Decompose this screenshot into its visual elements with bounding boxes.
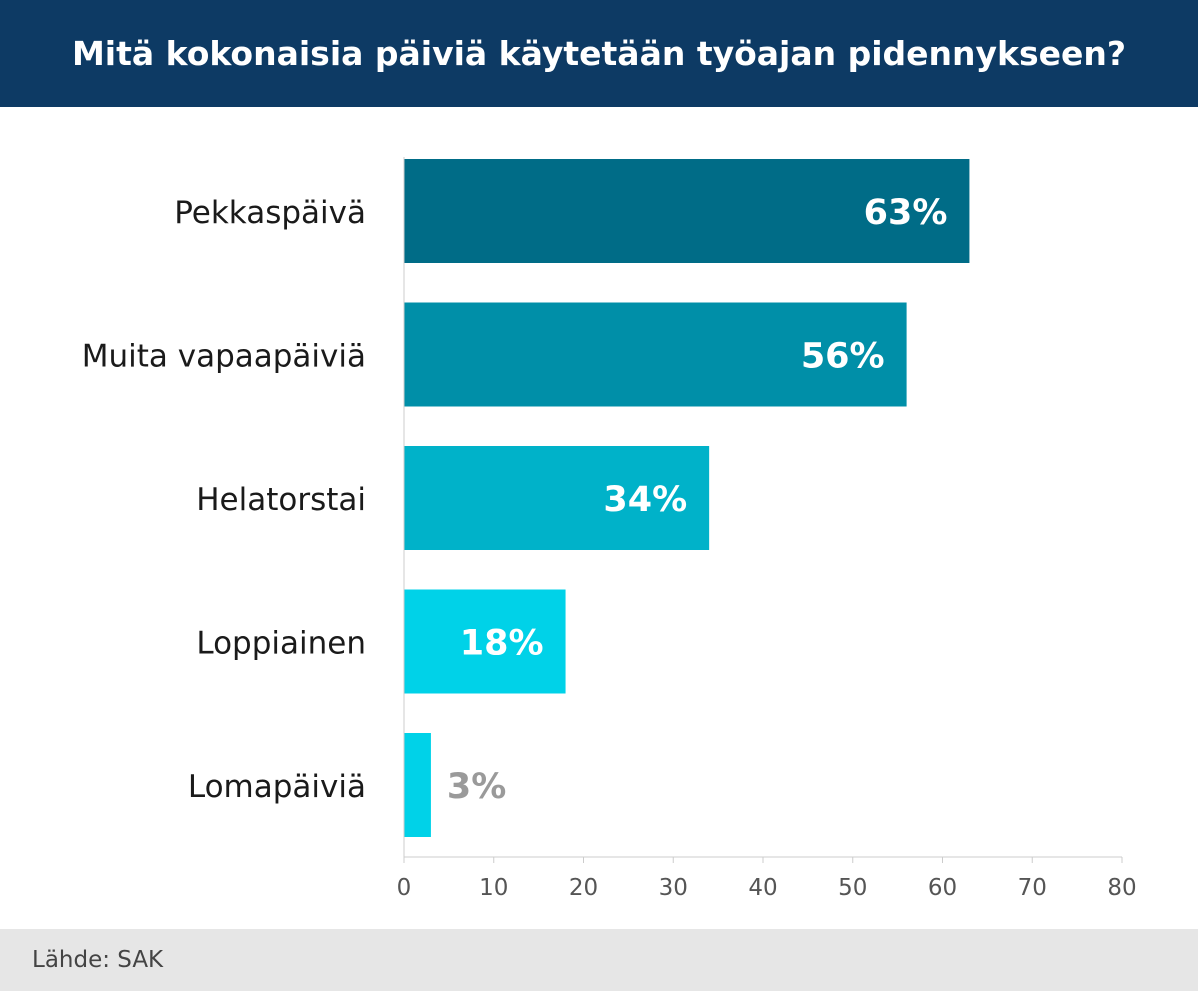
- chart-footer: Lähde: SAK: [0, 929, 1198, 991]
- x-tick-label: 60: [928, 875, 957, 901]
- data-label: 34%: [603, 480, 687, 520]
- bar: [404, 159, 970, 263]
- x-tick-label: 30: [659, 875, 688, 901]
- source-label: Lähde: SAK: [32, 947, 164, 973]
- data-label: 63%: [864, 193, 948, 233]
- category-label: Muita vapaapäiviä: [82, 339, 366, 375]
- data-label: 3%: [447, 767, 506, 807]
- category-label: Helatorstai: [196, 482, 366, 518]
- category-label: Pekkaspäivä: [174, 195, 366, 231]
- data-label: 18%: [460, 624, 544, 664]
- bar-chart: Pekkaspäivä 63% Muita vapaapäiviä 56% Helato…: [82, 157, 1137, 901]
- bars-layer: Pekkaspäivä 63% Muita vapaapäiviä 56% Helato…: [82, 159, 970, 837]
- x-tick-label: 40: [748, 875, 777, 901]
- category-label: Loppiainen: [196, 626, 366, 662]
- x-tick-label: 80: [1107, 875, 1136, 901]
- x-axis: 0 10 20 30 40 50 60 70 80: [397, 157, 1137, 901]
- chart-title: Mitä kokonaisia päiviä käytetään työajan…: [71, 34, 1127, 73]
- bar: [404, 589, 566, 694]
- category-label: Lomapäiviä: [188, 769, 366, 805]
- x-tick-label: 10: [479, 875, 508, 901]
- x-tick-label: 20: [569, 875, 598, 901]
- x-tick-label: 70: [1018, 875, 1047, 901]
- bar: [404, 302, 907, 407]
- chart-header: Mitä kokonaisia päiviä käytetään työajan…: [0, 0, 1198, 107]
- chart-area: Pekkaspäivä 63% Muita vapaapäiviä 56% Helato…: [0, 107, 1198, 929]
- x-tick-label: 50: [838, 875, 867, 901]
- x-tick-label: 0: [397, 875, 412, 901]
- data-label: 56%: [801, 337, 885, 377]
- bar: [404, 446, 710, 550]
- bar: [404, 733, 431, 837]
